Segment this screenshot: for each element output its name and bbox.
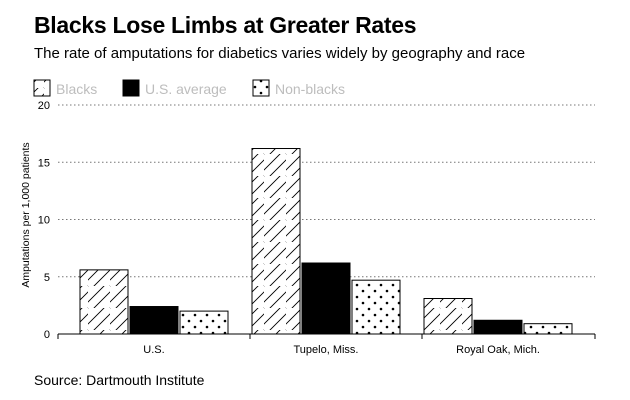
x-category-label: Tupelo, Miss. xyxy=(293,344,358,356)
x-category-label: U.S. xyxy=(143,344,164,356)
x-category-label: Royal Oak, Mich. xyxy=(456,344,540,356)
y-axis: 0 5 10 15 20 xyxy=(38,100,50,341)
chart-title: Blacks Lose Limbs at Greater Rates xyxy=(34,12,417,38)
y-tick-label: 0 xyxy=(44,329,50,341)
legend: Blacks U.S. average Non-blacks xyxy=(33,79,345,97)
y-tick-label: 15 xyxy=(38,157,50,169)
bar-1-0 xyxy=(251,148,301,335)
grid-lines xyxy=(58,104,595,278)
legend-swatch-1 xyxy=(122,79,140,97)
bar-2-1 xyxy=(473,319,523,335)
bar-0-1 xyxy=(129,306,179,335)
bar-1-1 xyxy=(301,262,351,335)
y-axis-label: Amputations per 1,000 patients xyxy=(20,142,32,287)
bar-1-2 xyxy=(351,279,401,335)
legend-label-1: U.S. average xyxy=(145,81,227,97)
y-tick-label: 20 xyxy=(38,100,50,112)
legend-label-0: Blacks xyxy=(56,81,97,97)
x-axis: U.S. Tupelo, Miss. Royal Oak, Mich. xyxy=(57,333,596,356)
y-tick-label: 5 xyxy=(44,272,50,284)
bar-2-2 xyxy=(523,323,573,335)
bars xyxy=(79,148,573,335)
legend-swatch-0 xyxy=(33,79,51,97)
legend-swatch-2 xyxy=(252,79,270,97)
source-note: Source: Dartmouth Institute xyxy=(34,372,205,388)
legend-label-2: Non-blacks xyxy=(275,81,345,97)
bar-0-2 xyxy=(179,310,229,335)
chart-subtitle: The rate of amputations for diabetics va… xyxy=(34,45,526,62)
bar-2-0 xyxy=(423,298,473,335)
bar-0-0 xyxy=(79,269,129,335)
y-tick-label: 10 xyxy=(38,215,50,227)
